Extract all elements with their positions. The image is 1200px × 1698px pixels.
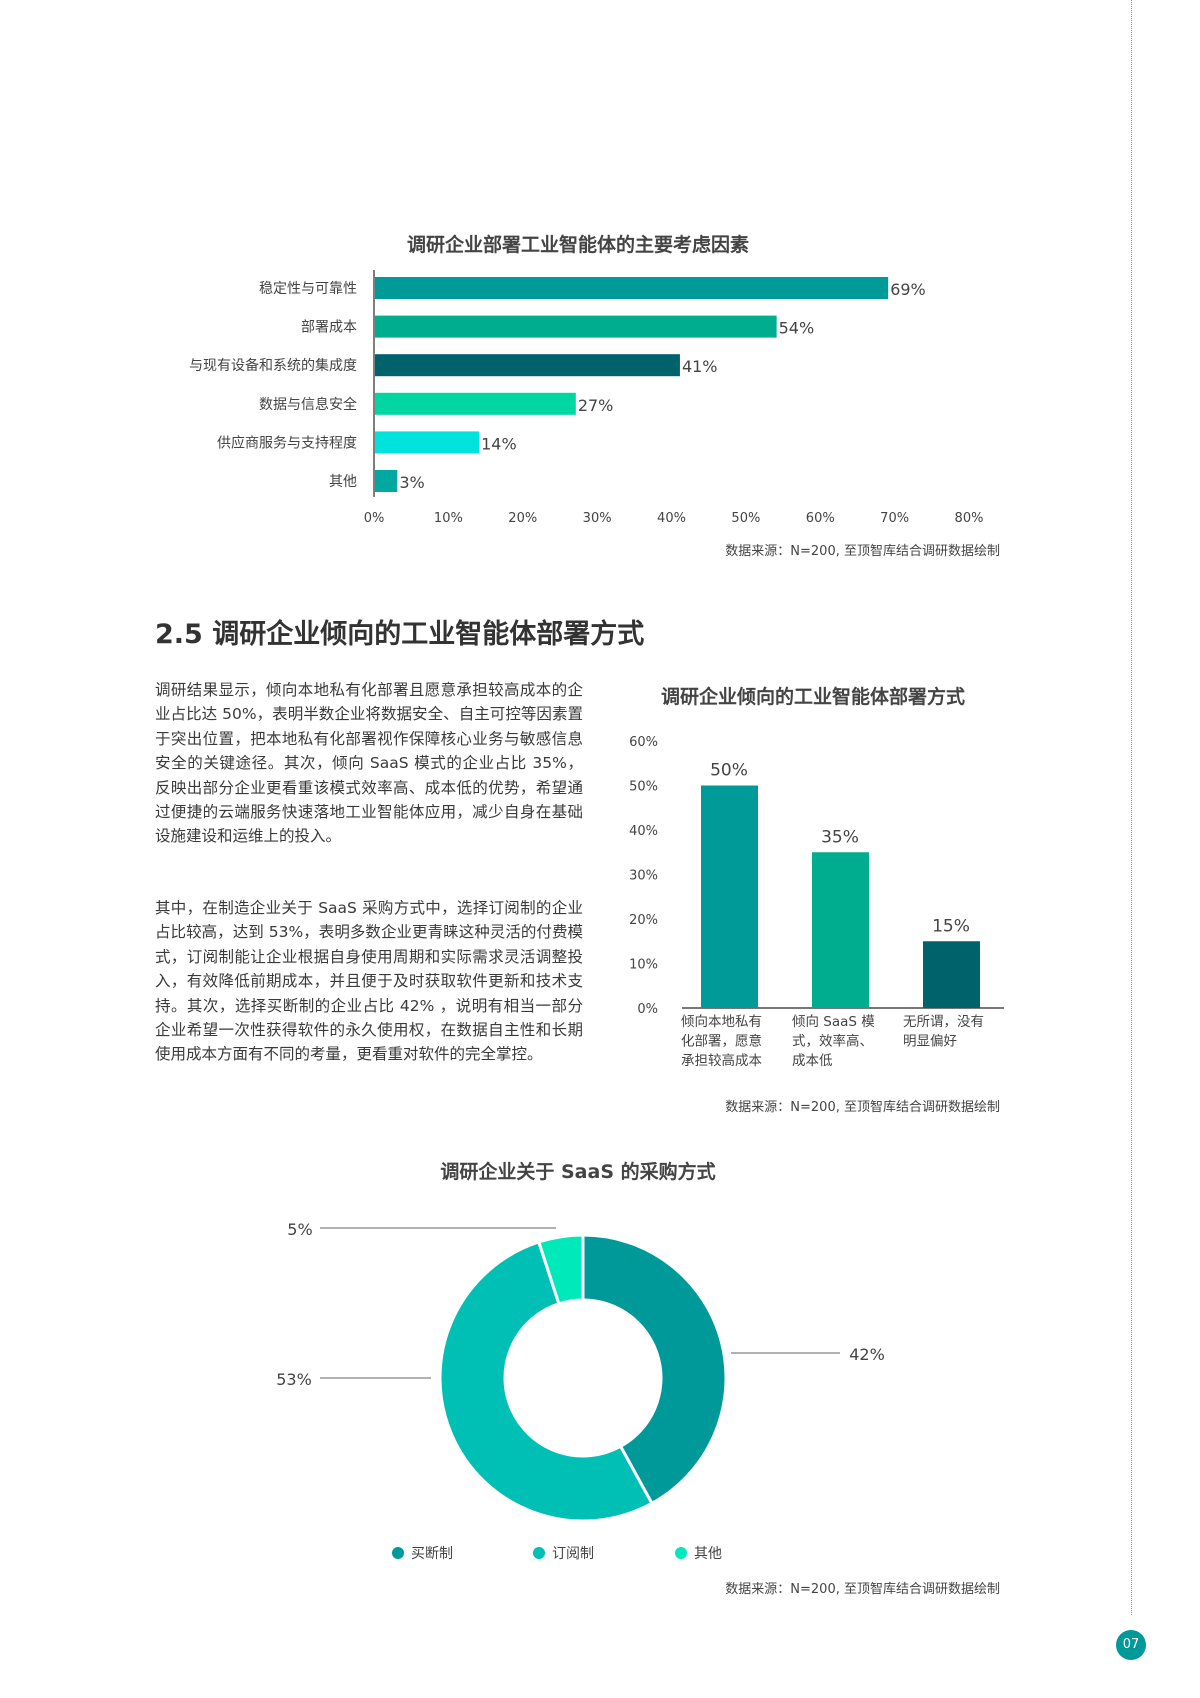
value-label: 50% bbox=[710, 761, 748, 781]
column bbox=[923, 941, 980, 1008]
x-tick-label: 80% bbox=[955, 511, 984, 526]
category-label: 其他 bbox=[329, 474, 357, 490]
chart2-title: 调研企业倾向的工业智能体部署方式 bbox=[660, 686, 966, 708]
category-label: 化部署，愿意 bbox=[681, 1033, 762, 1050]
chart2-source: 数据来源：N=200, 至顶智库结合调研数据绘制 bbox=[725, 1100, 1000, 1115]
value-label: 3% bbox=[399, 473, 424, 492]
category-label: 式，效率高、 bbox=[792, 1033, 873, 1050]
chart1-title: 调研企业部署工业智能体的主要考虑因素 bbox=[406, 234, 750, 256]
bar bbox=[375, 431, 480, 454]
legend-label: 订阅制 bbox=[552, 1546, 594, 1562]
chart1-source: 数据来源：N=200, 至顶智库结合调研数据绘制 bbox=[725, 544, 1000, 559]
donut-slice bbox=[536, 1233, 585, 1306]
y-tick-label: 20% bbox=[629, 913, 658, 928]
legend-label: 其他 bbox=[694, 1546, 722, 1562]
x-tick-label: 70% bbox=[880, 511, 909, 526]
saas-donut-chart: 42% 53% 5% 买断制 订阅制 其他 bbox=[276, 1220, 885, 1562]
x-tick-label: 50% bbox=[731, 511, 760, 526]
section-heading: 2.5 调研企业倾向的工业智能体部署方式 bbox=[155, 619, 645, 650]
deployment-column-chart: 0% 10% 20% 30% 40% 50% 60% 50% 倾向本地私有化部署，愿意承担较高成… bbox=[629, 735, 1004, 1069]
chart3-source: 数据来源：N=200, 至顶智库结合调研数据绘制 bbox=[725, 1582, 1000, 1597]
x-tick-label: 10% bbox=[434, 511, 463, 526]
paragraph-1: 调研结果显示，倾向本地私有化部署且愿意承担较高成本的企业占比达 50%，表明半数… bbox=[155, 681, 583, 846]
value-label: 14% bbox=[481, 434, 517, 453]
page-number-badge: 07 bbox=[1116, 1630, 1146, 1660]
x-tick-label: 0% bbox=[364, 511, 385, 526]
value-label: 15% bbox=[932, 916, 970, 936]
legend-label: 买断制 bbox=[411, 1546, 453, 1562]
x-tick-label: 30% bbox=[583, 511, 612, 526]
value-label: 41% bbox=[682, 357, 718, 376]
slice-label: 42% bbox=[849, 1345, 885, 1364]
dotted-margin-line bbox=[1131, 0, 1132, 1615]
bar bbox=[375, 354, 680, 377]
legend-marker bbox=[675, 1547, 687, 1559]
factors-bar-chart: 稳定性与可靠性 69% 部署成本 54% 与现有设备和系统的集成度 41% 数据与信息安全 2… bbox=[189, 270, 984, 526]
legend-marker bbox=[392, 1547, 404, 1559]
legend-marker bbox=[533, 1547, 545, 1559]
category-label: 承担较高成本 bbox=[681, 1052, 762, 1069]
column bbox=[701, 785, 758, 1008]
category-label: 明显偏好 bbox=[903, 1034, 957, 1050]
bar bbox=[375, 277, 889, 299]
value-label: 54% bbox=[779, 319, 815, 338]
column bbox=[812, 852, 869, 1008]
slice-label: 5% bbox=[287, 1220, 312, 1239]
bar bbox=[375, 392, 576, 415]
chart3-title: 调研企业关于 SaaS 的采购方式 bbox=[440, 1161, 716, 1183]
paragraph-2: 其中，在制造企业关于 SaaS 采购方式中，选择订阅制的企业占比较高，达到 53… bbox=[155, 899, 583, 1064]
category-label: 供应商服务与支持程度 bbox=[217, 434, 357, 451]
x-tick-label: 60% bbox=[806, 511, 835, 526]
category-label: 无所谓，没有 bbox=[903, 1014, 984, 1030]
y-tick-label: 60% bbox=[629, 735, 658, 750]
category-label: 数据与信息安全 bbox=[259, 396, 357, 413]
category-label: 倾向 SaaS 模 bbox=[792, 1014, 875, 1030]
donut-slice bbox=[581, 1233, 728, 1506]
y-tick-label: 50% bbox=[629, 780, 658, 795]
donut-slice bbox=[438, 1240, 654, 1523]
y-tick-label: 30% bbox=[629, 869, 658, 884]
x-tick-label: 20% bbox=[508, 511, 537, 526]
category-label: 与现有设备和系统的集成度 bbox=[189, 357, 357, 374]
category-label: 稳定性与可靠性 bbox=[259, 281, 357, 297]
y-tick-label: 40% bbox=[629, 824, 658, 839]
x-tick-label: 40% bbox=[657, 511, 686, 526]
bar bbox=[375, 470, 398, 492]
value-label: 27% bbox=[578, 396, 614, 415]
category-label: 倾向本地私有 bbox=[681, 1014, 762, 1030]
bar bbox=[375, 315, 777, 338]
y-tick-label: 10% bbox=[629, 958, 658, 973]
value-label: 69% bbox=[890, 280, 926, 299]
value-label: 35% bbox=[821, 827, 859, 847]
slice-label: 53% bbox=[276, 1370, 312, 1389]
category-label: 部署成本 bbox=[301, 320, 357, 336]
category-label: 成本低 bbox=[792, 1053, 833, 1069]
y-tick-label: 0% bbox=[637, 1002, 658, 1017]
